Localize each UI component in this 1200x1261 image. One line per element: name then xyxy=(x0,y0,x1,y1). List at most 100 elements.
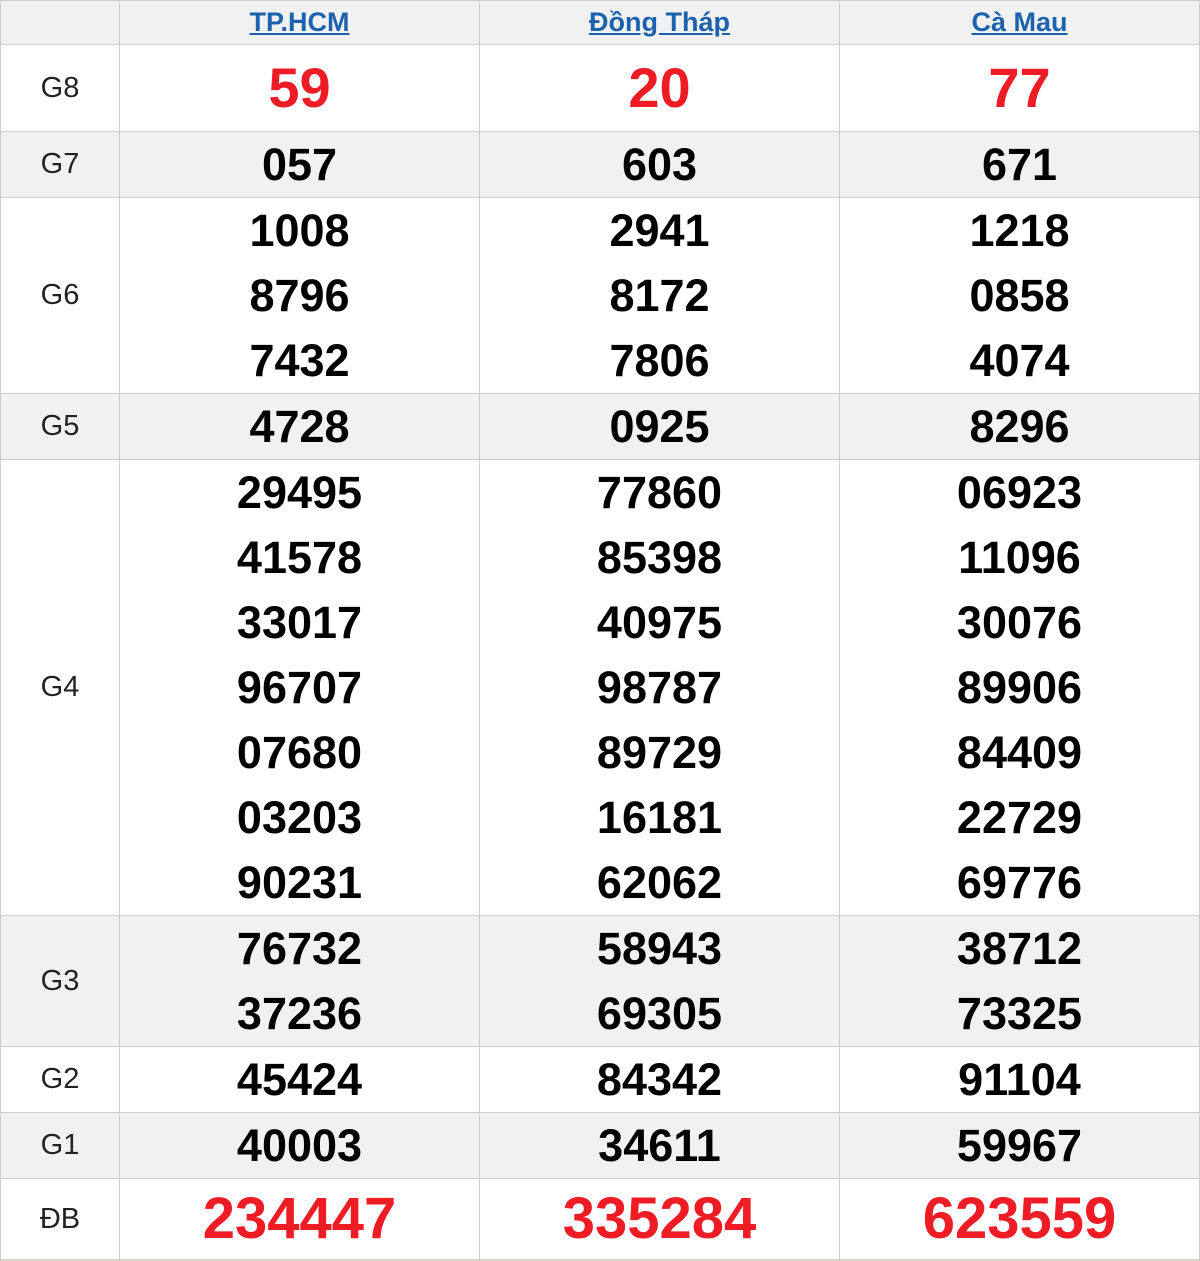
prize-cell: 29495 41578 33017 96707 07680 03203 90231 xyxy=(119,459,480,916)
prize-number: 85398 xyxy=(596,532,723,583)
prize-number: 91104 xyxy=(958,1054,1081,1105)
prize-label: G7 xyxy=(0,131,120,198)
prize-number: 06923 xyxy=(956,467,1083,518)
prize-cell: 623559 xyxy=(839,1178,1200,1261)
prize-number: 38712 xyxy=(956,923,1083,974)
prize-number: 4074 xyxy=(969,335,1070,386)
prize-label: G3 xyxy=(0,915,120,1047)
prize-row: G3 76732 37236 58943 69305 38712 73325 xyxy=(0,915,1200,1047)
header-row: TP.HCM Đồng Tháp Cà Mau xyxy=(0,0,1200,45)
prize-number: 33017 xyxy=(236,597,363,648)
prize-row: ĐB 234447 335284 623559 xyxy=(0,1178,1200,1261)
prize-number: 76732 xyxy=(236,923,363,974)
prize-number: 4728 xyxy=(249,401,350,452)
prize-label: G4 xyxy=(0,459,120,916)
prize-row: G1 40003 34611 59967 xyxy=(0,1112,1200,1179)
prize-label: ĐB xyxy=(0,1178,120,1261)
prize-number: 29495 xyxy=(236,467,363,518)
prize-number: 603 xyxy=(621,139,698,190)
prize-number: 8296 xyxy=(969,401,1070,452)
prize-number: 11096 xyxy=(958,532,1081,583)
prize-cell: 40003 xyxy=(119,1112,480,1179)
prize-number: 89729 xyxy=(596,727,723,778)
prize-number: 89906 xyxy=(956,662,1083,713)
header-corner-blank xyxy=(0,0,120,45)
column-header: Đồng Tháp xyxy=(479,0,840,45)
prize-label: G5 xyxy=(0,393,120,460)
prize-cell: 234447 xyxy=(119,1178,480,1261)
prize-number: 1218 xyxy=(969,205,1070,256)
prize-cell: 58943 69305 xyxy=(479,915,840,1047)
prize-label: G1 xyxy=(0,1112,120,1179)
prize-number: 45424 xyxy=(236,1054,363,1105)
prize-number: 98787 xyxy=(596,662,723,713)
prize-cell: 77860 85398 40975 98787 89729 16181 62062 xyxy=(479,459,840,916)
prize-number: 8172 xyxy=(609,270,710,321)
prize-row: G5 4728 0925 8296 xyxy=(0,393,1200,460)
prize-cell: 4728 xyxy=(119,393,480,460)
prize-cell: 91104 xyxy=(839,1046,1200,1113)
prize-number: 07680 xyxy=(236,727,363,778)
prize-number: 7806 xyxy=(609,335,710,386)
prize-number: 77860 xyxy=(596,467,723,518)
prize-cell: 77 xyxy=(839,44,1200,132)
prize-cell: 20 xyxy=(479,44,840,132)
prize-cell: 34611 xyxy=(479,1112,840,1179)
prize-row: G8 59 20 77 xyxy=(0,44,1200,132)
prize-cell: 45424 xyxy=(119,1046,480,1113)
prize-number: 62062 xyxy=(596,857,723,908)
prize-number: 7432 xyxy=(249,335,350,386)
prize-cell: 8296 xyxy=(839,393,1200,460)
prize-label: G2 xyxy=(0,1046,120,1113)
prize-number: 69305 xyxy=(596,988,723,1039)
prize-number: 59 xyxy=(268,56,331,119)
prize-cell: 2941 8172 7806 xyxy=(479,197,840,394)
prize-cell: 76732 37236 xyxy=(119,915,480,1047)
prize-cell: 0925 xyxy=(479,393,840,460)
prize-number: 03203 xyxy=(236,792,363,843)
prize-cell: 1008 8796 7432 xyxy=(119,197,480,394)
prize-cell: 335284 xyxy=(479,1178,840,1261)
prize-row: G6 1008 8796 7432 2941 8172 7806 1218 0858 4074 xyxy=(0,197,1200,394)
prize-number: 2941 xyxy=(609,205,710,256)
prize-row: G7 057 603 671 xyxy=(0,131,1200,198)
prize-number: 0858 xyxy=(969,270,1070,321)
prize-cell: 603 xyxy=(479,131,840,198)
prize-number: 40003 xyxy=(236,1120,363,1171)
prize-number: 0925 xyxy=(609,401,710,452)
prize-number: 22729 xyxy=(956,792,1083,843)
prize-number: 90231 xyxy=(236,857,363,908)
prize-number: 335284 xyxy=(562,1186,757,1251)
prize-label: G6 xyxy=(0,197,120,394)
prize-number: 057 xyxy=(261,139,338,190)
prize-number: 40975 xyxy=(596,597,723,648)
prize-number: 77 xyxy=(988,56,1051,119)
prize-number: 84342 xyxy=(596,1054,723,1105)
prize-number: 41578 xyxy=(236,532,363,583)
prize-row: G4 29495 41578 33017 96707 07680 03203 90231 778… xyxy=(0,459,1200,916)
prize-number: 34611 xyxy=(598,1120,721,1171)
prize-cell: 59967 xyxy=(839,1112,1200,1179)
prize-number: 1008 xyxy=(249,205,350,256)
prize-number: 20 xyxy=(628,56,691,119)
results-body: G8 59 20 77 G7 057 603 671 G6 1008 8796 7432 2941 817… xyxy=(0,44,1200,1261)
prize-number: 84409 xyxy=(956,727,1083,778)
prize-number: 58943 xyxy=(596,923,723,974)
column-header: TP.HCM xyxy=(119,0,480,45)
prize-cell: 057 xyxy=(119,131,480,198)
prize-number: 37236 xyxy=(236,988,363,1039)
prize-number: 671 xyxy=(981,139,1058,190)
prize-cell: 1218 0858 4074 xyxy=(839,197,1200,394)
prize-number: 59967 xyxy=(956,1120,1083,1171)
prize-label: G8 xyxy=(0,44,120,132)
province-link[interactable]: Đồng Tháp xyxy=(589,7,730,37)
prize-cell: 671 xyxy=(839,131,1200,198)
prize-cell: 38712 73325 xyxy=(839,915,1200,1047)
province-link[interactable]: Cà Mau xyxy=(971,7,1068,37)
prize-cell: 59 xyxy=(119,44,480,132)
column-header: Cà Mau xyxy=(839,0,1200,45)
prize-cell: 84342 xyxy=(479,1046,840,1113)
province-link[interactable]: TP.HCM xyxy=(249,7,350,37)
